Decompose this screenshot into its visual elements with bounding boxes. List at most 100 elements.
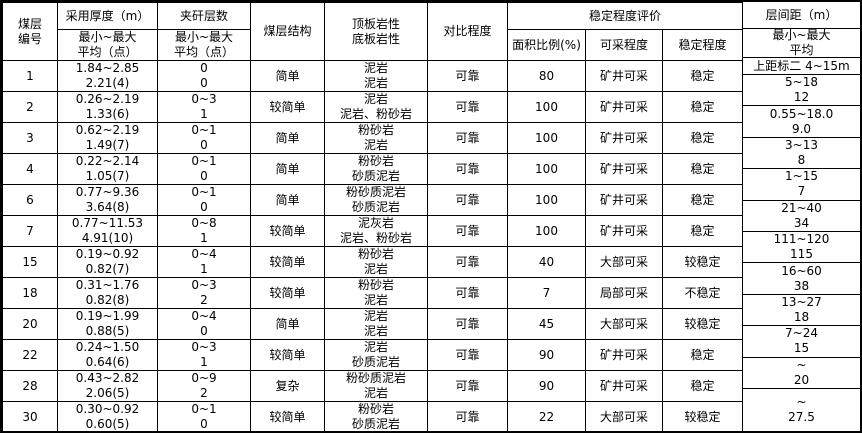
roof-floor-cell: 粉砂质泥岩 泥岩: [324, 370, 428, 402]
interval-cell: 21~40 34: [743, 201, 860, 232]
roof-floor-cell: 粉砂岩 泥岩: [324, 277, 428, 309]
comparison-cell: 可靠: [427, 277, 508, 309]
header-thickness-sub: 最小~最大 平均（点）: [57, 29, 158, 61]
minable-cell: 矿井可采: [585, 215, 663, 247]
comparison-cell: 可靠: [427, 246, 508, 278]
interval-cell: ~ 27.5: [788, 394, 815, 424]
roof-floor-cell: 泥灰岩 泥岩、粉砂岩: [324, 215, 428, 247]
table-row: 15 0.19~0.92 0.82(7) 0~4 1 较简单 粉砂岩 泥岩 可靠…: [2, 246, 744, 278]
thickness-cell: 0.19~0.92 0.82(7): [57, 246, 158, 278]
table-row: 4 0.22~2.14 1.05(7) 0~1 0 简单 粉砂岩 砂质泥岩 可靠…: [2, 153, 744, 185]
seam-no-cell: 2: [2, 91, 58, 123]
parting-cell: 0~9 2: [157, 370, 251, 402]
minable-cell: 大部可采: [585, 401, 663, 431]
roof-floor-cell: 泥岩 泥岩: [324, 308, 428, 340]
interval-note-cell: 上距标二 4~15m: [743, 58, 860, 75]
structure-cell: 简单: [250, 153, 325, 185]
parting-cell: 0~1 0: [157, 122, 251, 154]
stability-cell: 稳定: [661, 370, 744, 402]
comparison-cell: 可靠: [427, 339, 508, 371]
interval-cell: 7~24 15: [743, 326, 860, 358]
structure-cell: 复杂: [250, 370, 325, 402]
thickness-cell: 0.30~0.92 0.60(5): [57, 401, 158, 431]
parting-cell: 0~3 1: [157, 91, 251, 123]
structure-cell: 简单: [250, 184, 325, 216]
stability-cell: 较稳定: [661, 401, 744, 431]
structure-cell: 较简单: [250, 91, 325, 123]
minable-cell: 局部可采: [585, 277, 663, 309]
structure-cell: 较简单: [250, 401, 325, 431]
minable-cell: 矿井可采: [585, 122, 663, 154]
parting-cell: 0~1 0: [157, 153, 251, 185]
area-cell: 100: [507, 153, 586, 185]
parting-cell: 0~4 1: [157, 246, 251, 278]
table-row: 20 0.19~1.99 0.88(5) 0~4 0 简单 泥岩 泥岩 可靠 4…: [2, 308, 744, 340]
header-parting: 夹矸层数: [157, 2, 251, 30]
header-stability-eval: 稳定程度评价: [506, 2, 744, 30]
area-cell: 22: [507, 401, 586, 431]
minable-cell: 矿井可采: [585, 184, 663, 216]
table-body: 1 1.84~2.85 2.21(4) 0 0 简单 泥岩 泥岩 可靠 80 矿…: [2, 60, 744, 431]
thickness-cell: 1.84~2.85 2.21(4): [57, 60, 158, 92]
header-stability: 稳定程度: [661, 29, 744, 61]
parting-cell: 0~3 1: [157, 339, 251, 371]
header-interval-sub: 最小~最大 平均: [743, 28, 860, 58]
stability-cell: 较稳定: [661, 308, 744, 340]
main-table: 煤层 编号 采用厚度（m） 夹矸层数 煤层结构 顶板岩性 底板岩性 对比程度 稳…: [2, 2, 744, 431]
thickness-cell: 0.43~2.82 2.06(5): [57, 370, 158, 402]
seam-no-cell: 15: [2, 246, 58, 278]
minable-cell: 矿井可采: [585, 60, 663, 92]
table-header: 煤层 编号 采用厚度（m） 夹矸层数 煤层结构 顶板岩性 底板岩性 对比程度 稳…: [2, 2, 744, 61]
comparison-cell: 可靠: [427, 370, 508, 402]
area-cell: 100: [507, 91, 586, 123]
thickness-cell: 0.24~1.50 0.64(6): [57, 339, 158, 371]
stability-cell: 不稳定: [661, 277, 744, 309]
area-cell: 90: [507, 370, 586, 402]
comparison-cell: 可靠: [427, 153, 508, 185]
area-cell: 100: [507, 122, 586, 154]
structure-cell: 较简单: [250, 277, 325, 309]
header-parting-sub: 最小~最大 平均（点）: [157, 29, 251, 61]
header-thickness: 采用厚度（m）: [57, 2, 158, 30]
stability-cell: 较稳定: [661, 246, 744, 278]
table-row: 18 0.31~1.76 0.82(8) 0~3 2 较简单 粉砂岩 泥岩 可靠…: [2, 277, 744, 309]
thickness-cell: 0.22~2.14 1.05(7): [57, 153, 158, 185]
interval-cell: 1~15 7: [743, 169, 860, 201]
minable-cell: 大部可采: [585, 246, 663, 278]
area-cell: 7: [507, 277, 586, 309]
seam-no-cell: 4: [2, 153, 58, 185]
structure-cell: 简单: [250, 122, 325, 154]
area-cell: 45: [507, 308, 586, 340]
seam-no-cell: 30: [2, 401, 58, 431]
interval-cell: 5~18 12: [743, 75, 860, 107]
stability-cell: 稳定: [661, 60, 744, 92]
seam-no-cell: 22: [2, 339, 58, 371]
thickness-cell: 0.26~2.19 1.33(6): [57, 91, 158, 123]
table-row: 6 0.77~9.36 3.64(8) 0~1 0 简单 粉砂质泥岩 砂质泥岩 …: [2, 184, 744, 216]
roof-floor-cell: 粉砂岩 砂质泥岩: [324, 153, 428, 185]
parting-cell: 0~1 0: [157, 401, 251, 431]
seam-no-cell: 3: [2, 122, 58, 154]
minable-cell: 矿井可采: [585, 153, 663, 185]
parting-cell: 0~1 0: [157, 184, 251, 216]
comparison-cell: 可靠: [427, 122, 508, 154]
structure-cell: 简单: [250, 308, 325, 340]
parting-cell: 0~8 1: [157, 215, 251, 247]
thickness-cell: 0.19~1.99 0.88(5): [57, 308, 158, 340]
interval-cell: 13~27 18: [743, 295, 860, 327]
comparison-cell: 可靠: [427, 401, 508, 431]
roof-floor-cell: 粉砂岩 泥岩: [324, 122, 428, 154]
thickness-cell: 0.77~11.53 4.91(10): [57, 215, 158, 247]
roof-floor-cell: 泥岩 泥岩、粉砂岩: [324, 91, 428, 123]
header-minable: 可采程度: [585, 29, 663, 61]
table-row: 28 0.43~2.82 2.06(5) 0~9 2 复杂 粉砂质泥岩 泥岩 可…: [2, 370, 744, 402]
minable-cell: 矿井可采: [585, 370, 663, 402]
comparison-cell: 可靠: [427, 184, 508, 216]
parting-cell: 0~3 2: [157, 277, 251, 309]
area-cell: 100: [507, 184, 586, 216]
stability-cell: 稳定: [661, 184, 744, 216]
interval-cell: ~ 20: [743, 358, 860, 389]
parting-cell: 0 0: [157, 60, 251, 92]
comparison-cell: 可靠: [427, 308, 508, 340]
